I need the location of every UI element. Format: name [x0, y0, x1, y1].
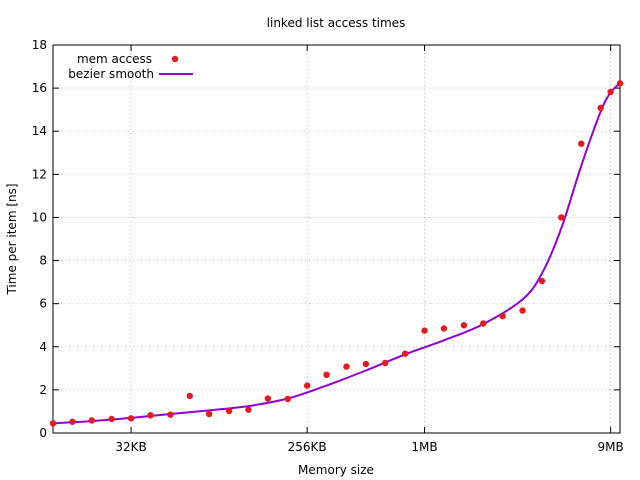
- y-tick-label: 16: [32, 81, 47, 95]
- data-point: [147, 412, 154, 419]
- y-tick-label: 2: [39, 383, 47, 397]
- data-point: [558, 214, 565, 221]
- data-point: [499, 312, 506, 320]
- data-point: [127, 415, 135, 422]
- x-axis-label: Memory size: [298, 463, 374, 477]
- x-tick-label: 9MB: [597, 440, 623, 454]
- legend-label-bezier-smooth: bezier smooth: [68, 67, 154, 81]
- y-tick-label: 12: [32, 167, 47, 181]
- data-point: [578, 140, 585, 147]
- y-tick-label: 0: [39, 426, 47, 440]
- data-point: [225, 407, 233, 415]
- legend-label-mem-access: mem access: [77, 52, 152, 66]
- data-point: [264, 395, 272, 402]
- plot-frame: [52, 44, 621, 434]
- y-tick-label: 4: [39, 340, 47, 354]
- data-point: [186, 392, 193, 400]
- y-tick-label: 18: [32, 38, 47, 52]
- data-point: [362, 360, 370, 368]
- data-point: [597, 104, 604, 112]
- data-point: [538, 277, 546, 285]
- y-tick-label: 10: [32, 210, 47, 224]
- data-point: [421, 327, 428, 334]
- data-point: [284, 395, 291, 403]
- y-axis-label: Time per item [ns]: [5, 183, 19, 295]
- y-tick-label: 8: [39, 254, 47, 268]
- data-point: [519, 307, 526, 314]
- x-tick-label: 1MB: [411, 440, 437, 454]
- data-point: [440, 325, 448, 332]
- data-point: [460, 322, 468, 329]
- smooth-series: [52, 82, 621, 425]
- y-tick-label: 14: [32, 124, 47, 138]
- data-point: [323, 371, 330, 378]
- legend: mem access bezier smooth: [68, 52, 193, 81]
- data-point: [616, 80, 624, 87]
- data-point: [382, 359, 389, 367]
- data-point: [401, 350, 409, 357]
- data-point: [480, 320, 487, 327]
- point-series: [49, 80, 624, 427]
- x-tick-label: 32KB: [115, 440, 146, 454]
- y-tick-label: 6: [39, 297, 47, 311]
- data-point: [607, 88, 614, 96]
- chart-title: linked list access times: [267, 16, 406, 30]
- legend-marker-mem-access: [171, 55, 179, 63]
- data-point: [205, 410, 213, 418]
- data-point: [167, 411, 174, 418]
- grid: [53, 45, 620, 433]
- data-point: [245, 406, 252, 413]
- bezier-smooth-line: [52, 82, 621, 425]
- data-point: [88, 417, 95, 424]
- axis-ticks: 0 2 4 6 8 10 12 14 16 18 32KB 256KB 1MB 9MB: [32, 38, 624, 454]
- data-point: [343, 363, 350, 370]
- data-point: [303, 382, 311, 389]
- data-point: [69, 418, 76, 425]
- data-point: [49, 420, 57, 427]
- data-point: [108, 415, 115, 423]
- x-tick-label: 256KB: [288, 440, 327, 454]
